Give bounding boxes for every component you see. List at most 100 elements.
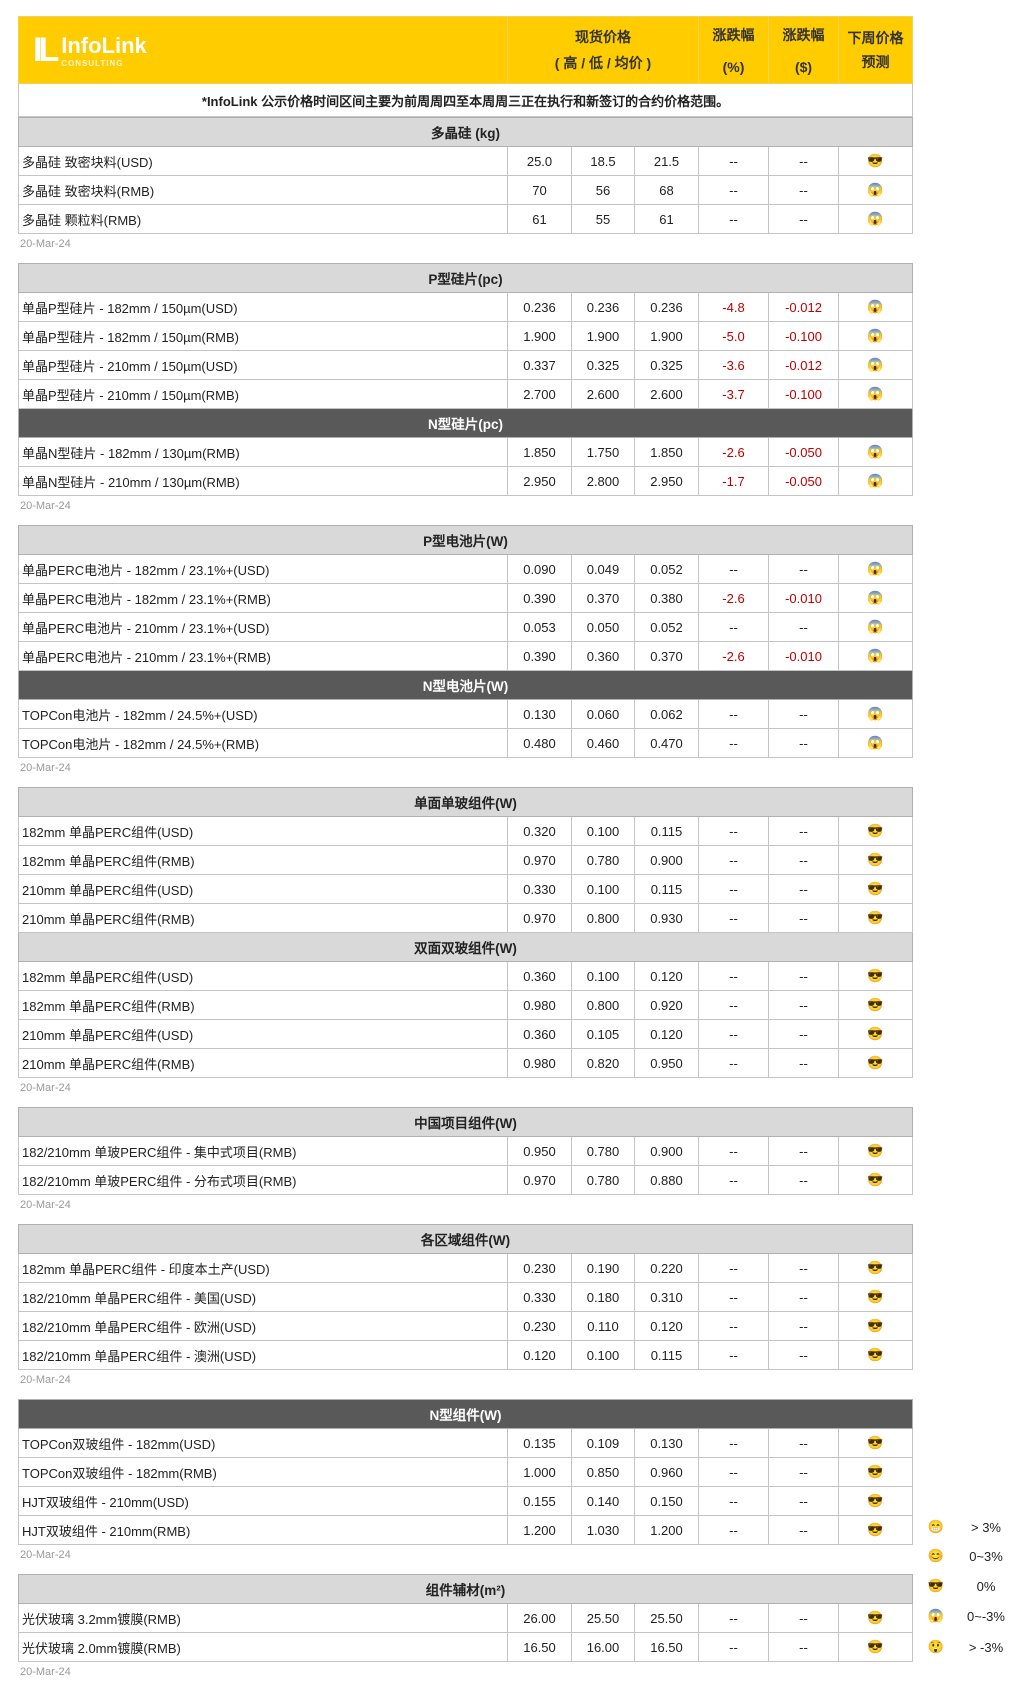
sunglasses-icon: 😎 <box>838 1340 913 1370</box>
product-name: HJT双玻组件 - 210mm(RMB) <box>18 1515 508 1545</box>
table-row: 单晶N型硅片 - 210mm / 130µm(RMB) 2.950 2.800 2.9… <box>18 466 913 496</box>
price-table: N型组件(W) TOPCon双玻组件 - 182mm(USD) 0.135 0.109… <box>17 1399 914 1545</box>
price-low: 0.236 <box>571 292 635 322</box>
change-usd: -- <box>768 990 839 1020</box>
table-row: 单晶P型硅片 - 210mm / 150µm(RMB) 2.700 2.600 2.6… <box>18 379 913 409</box>
change-pct-header: 涨跌幅 (%) <box>698 16 769 84</box>
sunglasses-icon: 😎 <box>837 1136 914 1166</box>
change-pct: -- <box>698 1486 769 1516</box>
price-avg: 0.470 <box>634 728 699 758</box>
sunglasses-icon: 😎 <box>838 1282 913 1312</box>
table-row: HJT双玻组件 - 210mm(RMB) 1.200 1.030 1.200 -- -- 😎 <box>18 1515 914 1545</box>
price-avg: 0.920 <box>634 990 699 1020</box>
table-row: 182/210mm 单玻PERC组件 - 分布式项目(RMB) 0.970 0.78… <box>18 1165 914 1195</box>
price-high: 0.970 <box>507 903 572 933</box>
logo: IL InfoLink CONSULTING <box>18 16 508 84</box>
change-pct: -- <box>698 1428 769 1458</box>
scream-icon: 😱 <box>838 554 913 584</box>
spot-price-header: 现货价格 ( 高 / 低 / 均价 ) <box>507 16 699 84</box>
price-low: 0.800 <box>571 903 635 933</box>
price-high: 61 <box>507 204 572 234</box>
section-title: P型电池片(W) <box>18 525 913 555</box>
price-low: 1.030 <box>571 1515 635 1545</box>
price-low: 0.190 <box>571 1253 635 1283</box>
product-name: 182/210mm 单玻PERC组件 - 集中式项目(RMB) <box>18 1136 508 1166</box>
table-row: 210mm 单晶PERC组件(RMB) 0.970 0.800 0.930 -- -- 😎 <box>18 903 914 933</box>
scream-icon: 😱 <box>838 612 913 642</box>
scream-icon: 😱 <box>838 583 913 613</box>
price-high: 0.390 <box>507 641 572 671</box>
price-high: 0.120 <box>507 1340 572 1370</box>
table-row: 单晶PERC电池片 - 210mm / 23.1%+(USD) 0.053 0.05… <box>18 612 913 642</box>
section-title: P型硅片(pc) <box>18 263 913 293</box>
table-row: HJT双玻组件 - 210mm(USD) 0.155 0.140 0.150 -- -- 😎 <box>18 1486 914 1516</box>
price-avg: 0.150 <box>634 1486 699 1516</box>
change-pct: -- <box>698 874 769 904</box>
product-name: 多晶硅 颗粒料(RMB) <box>18 204 508 234</box>
logo-mark-icon: IL <box>33 30 59 69</box>
table-row: 光伏玻璃 2.0mm镀膜(RMB) 16.50 16.00 16.50 -- -- 😎 <box>18 1632 913 1662</box>
price-high: 0.480 <box>507 728 572 758</box>
change-usd: -0.010 <box>768 583 839 613</box>
price-table: 各区域组件(W) 182mm 单晶PERC组件 - 印度本土产(USD) 0.230… <box>18 1224 913 1370</box>
change-pct: -- <box>698 1165 769 1195</box>
change-usd: -- <box>768 1632 839 1662</box>
price-low: 0.100 <box>571 874 635 904</box>
section-header: N型硅片(pc) <box>18 408 913 438</box>
price-table: 组件辅材(m²) 光伏玻璃 3.2mm镀膜(RMB) 26.00 25.50 25.50… <box>18 1574 913 1662</box>
astonished-icon: 😲 <box>927 1639 945 1654</box>
price-low: 25.50 <box>571 1603 635 1633</box>
grin-icon: 😁 <box>927 1519 945 1534</box>
change-usd: -- <box>768 1486 839 1516</box>
price-avg: 21.5 <box>634 146 699 176</box>
price-low: 0.780 <box>571 1136 635 1166</box>
section-header: 各区域组件(W) <box>18 1224 913 1254</box>
legend-item: 😱 0~-3% <box>925 1608 1025 1624</box>
product-name: 单晶P型硅片 - 182mm / 150µm(USD) <box>18 292 508 322</box>
sunglasses-icon: 😎 <box>837 1486 914 1516</box>
table-row: 182/210mm 单晶PERC组件 - 美国(USD) 0.330 0.180 0.… <box>18 1282 913 1312</box>
table-row: 单晶P型硅片 - 182mm / 150µm(USD) 0.236 0.236 0.2… <box>18 292 913 322</box>
table-row: TOPCon电池片 - 182mm / 24.5%+(USD) 0.130 0.06… <box>18 699 913 729</box>
note-text: *InfoLink 公示价格时间区间主要为前周周四至本周周三正在执行和新签订的合… <box>18 83 913 117</box>
price-table: 中国项目组件(W) 182/210mm 单玻PERC组件 - 集中式项目(RMB)… <box>17 1107 914 1195</box>
table-row: 182mm 单晶PERC组件(RMB) 0.970 0.780 0.900 -- -- 😎 <box>18 845 914 875</box>
price-low: 0.100 <box>571 1340 635 1370</box>
change-pct: -- <box>698 204 769 234</box>
price-low: 0.780 <box>571 845 635 875</box>
price-low: 0.850 <box>571 1457 635 1487</box>
price-low: 0.370 <box>571 583 635 613</box>
sunglasses-icon: 😎 <box>838 1632 913 1662</box>
change-usd: -0.012 <box>768 350 839 380</box>
date-label: 20-Mar-24 <box>20 500 71 512</box>
section-header: 双面双玻组件(W) <box>17 932 914 962</box>
change-pct: -- <box>698 1603 769 1633</box>
price-low: 0.105 <box>571 1019 635 1049</box>
price-avg: 0.370 <box>634 641 699 671</box>
date-label: 20-Mar-24 <box>20 1374 71 1386</box>
price-high: 0.970 <box>507 1165 572 1195</box>
table-row: 182mm 单晶PERC组件(USD) 0.360 0.100 0.120 -- -- 😎 <box>18 961 914 991</box>
change-usd: -- <box>768 961 839 991</box>
legend-label: > 3% <box>971 1519 1001 1535</box>
price-avg: 0.900 <box>634 1136 699 1166</box>
price-avg: 1.850 <box>634 437 699 467</box>
price-high: 0.320 <box>507 816 572 846</box>
sunglasses-icon: 😎 <box>837 1165 914 1195</box>
section-title: 多晶硅 (kg) <box>18 117 913 147</box>
sunglasses-icon: 😎 <box>837 903 914 933</box>
change-pct: -- <box>698 1253 769 1283</box>
price-low: 2.800 <box>571 466 635 496</box>
header-row: IL InfoLink CONSULTING 现货价格 ( 高 / 低 / 均价… <box>18 16 913 84</box>
table-row: 光伏玻璃 3.2mm镀膜(RMB) 26.00 25.50 25.50 -- -- 😎 <box>18 1603 913 1633</box>
price-high: 1.200 <box>507 1515 572 1545</box>
price-avg: 0.380 <box>634 583 699 613</box>
price-avg: 0.115 <box>634 874 699 904</box>
legend-label: 0~-3% <box>967 1608 1005 1624</box>
change-usd: -- <box>768 1019 839 1049</box>
date-label: 20-Mar-24 <box>20 238 71 250</box>
section-title: N型硅片(pc) <box>18 408 913 438</box>
product-name: 182mm 单晶PERC组件(RMB) <box>18 845 508 875</box>
price-avg: 0.115 <box>634 816 699 846</box>
change-usd: -- <box>768 204 839 234</box>
